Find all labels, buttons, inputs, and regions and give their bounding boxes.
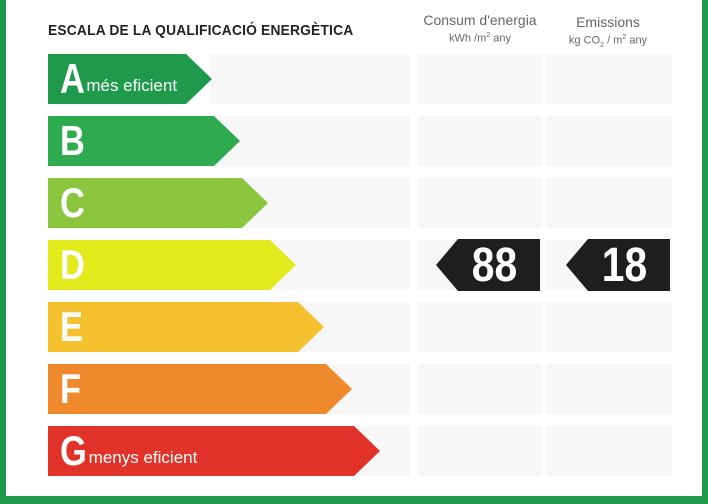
label-title: ESCALA DE LA QUALIFICACIÓ ENERGÈTICA bbox=[48, 22, 354, 39]
energy-value: 88 bbox=[472, 238, 518, 292]
grid-cell bbox=[418, 178, 542, 228]
band-arrow-shape bbox=[48, 426, 380, 476]
band-letter: D bbox=[60, 241, 85, 288]
emissions-column-header: Emissions kg CO2 / m2 any bbox=[546, 14, 670, 49]
grid-cell bbox=[418, 54, 542, 104]
band-arrow-shape bbox=[48, 54, 212, 104]
emissions-marker-shape bbox=[566, 239, 670, 291]
grid-cell bbox=[418, 116, 542, 166]
band-c: C bbox=[48, 178, 268, 228]
energy-column-unit: kWh /m2 any bbox=[449, 32, 511, 45]
grid-cell bbox=[546, 116, 672, 166]
band-arrow-shape bbox=[48, 240, 296, 290]
grid-cell bbox=[210, 54, 410, 104]
band-arrow-shape bbox=[48, 364, 352, 414]
emissions-column-name: Emissions bbox=[576, 14, 640, 30]
band-d: D bbox=[48, 240, 296, 290]
energy-value-marker: 88 bbox=[436, 238, 540, 292]
frame-left-border bbox=[0, 0, 6, 504]
band-arrow-shape bbox=[48, 302, 324, 352]
energy-marker-shape bbox=[436, 239, 540, 291]
band-b: B bbox=[48, 116, 240, 166]
band-arrow-shape bbox=[48, 116, 240, 166]
grid-cell bbox=[418, 302, 542, 352]
band-e: E bbox=[48, 302, 324, 352]
band-caption: més eficient bbox=[86, 76, 178, 95]
band-letter: B bbox=[60, 117, 85, 164]
frame-bottom-border bbox=[0, 496, 708, 504]
band-letter: A bbox=[60, 55, 85, 102]
grid-cell bbox=[546, 364, 672, 414]
emissions-column-unit: kg CO2 / m2 any bbox=[568, 34, 648, 49]
band-f: F bbox=[48, 364, 352, 414]
band-arrow-shape bbox=[48, 178, 268, 228]
grid-cell bbox=[546, 178, 672, 228]
grid-cell bbox=[546, 54, 672, 104]
band-letter: F bbox=[60, 365, 82, 412]
emissions-value: 18 bbox=[602, 238, 648, 292]
grid-cell bbox=[418, 364, 542, 414]
grid-cell bbox=[210, 116, 410, 166]
energy-column-header: Consum d'energia kWh /m2 any bbox=[418, 12, 542, 45]
grid-cell bbox=[546, 426, 672, 476]
grid-cell bbox=[418, 426, 542, 476]
frame-right-border bbox=[702, 0, 708, 504]
emissions-value-marker: 18 bbox=[566, 238, 670, 292]
band-caption: menys eficient bbox=[88, 448, 198, 467]
energy-column-name: Consum d'energia bbox=[423, 12, 537, 28]
band-letter: C bbox=[60, 179, 85, 226]
band-letter: G bbox=[60, 427, 87, 474]
grid-cell bbox=[546, 302, 672, 352]
band-letter: E bbox=[60, 303, 83, 350]
